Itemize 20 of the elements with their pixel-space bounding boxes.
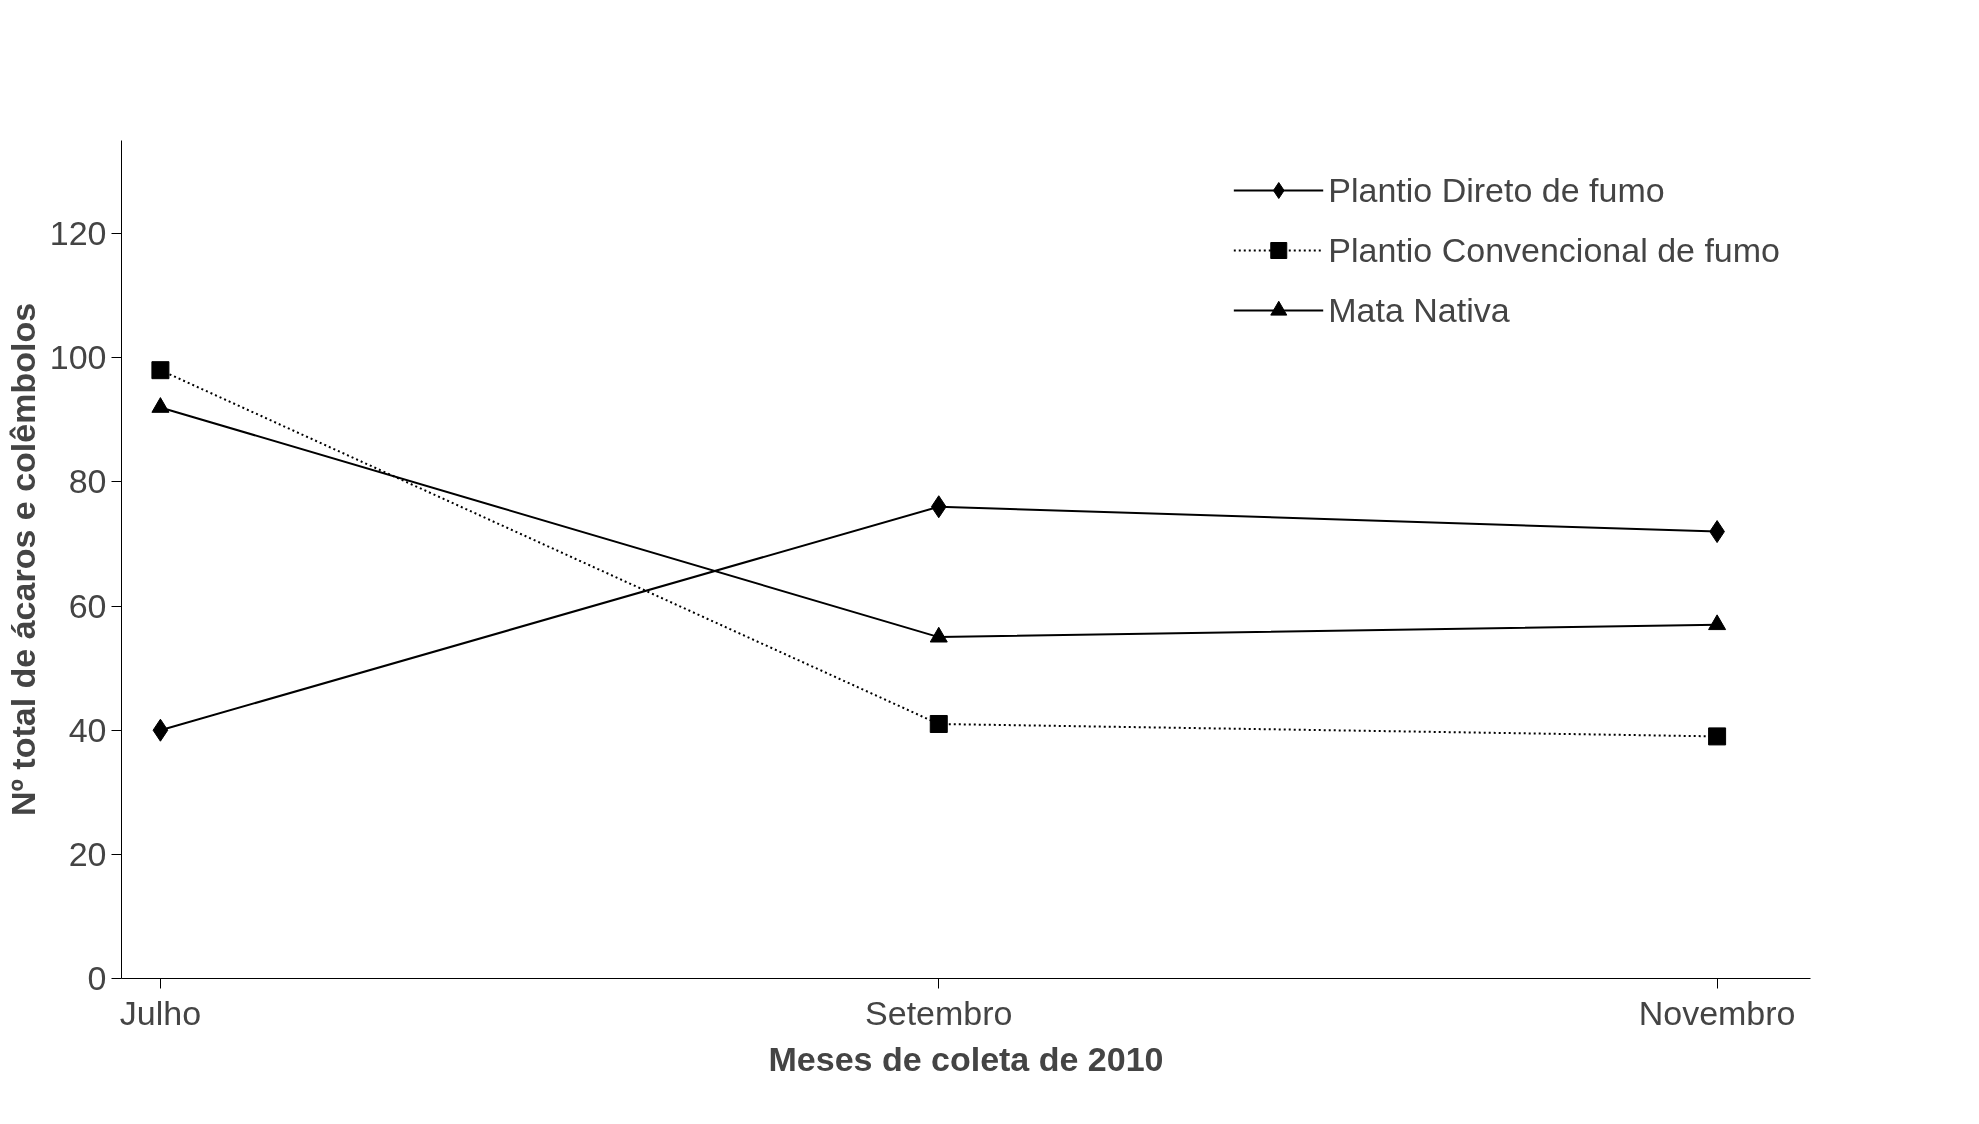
- point: [1708, 727, 1727, 746]
- x-tick-label: Setembro: [865, 993, 1013, 1032]
- point: [930, 495, 947, 519]
- point: [151, 361, 170, 380]
- y-tick-label: 0: [87, 959, 107, 997]
- legend-label: Mata Nativa: [1328, 290, 1510, 330]
- y-tick-label: 120: [49, 214, 107, 253]
- y-tick-label: 100: [49, 338, 107, 377]
- point: [152, 718, 169, 742]
- y-tick-label: 40: [68, 710, 107, 749]
- legend-label: Plantio Convencional de fumo: [1328, 230, 1780, 270]
- y-tick-label: 20: [68, 834, 107, 873]
- legend-label: Plantio Direto de fumo: [1328, 170, 1665, 210]
- y-tick-label: 60: [68, 586, 107, 625]
- x-tick-label: Julho: [119, 993, 202, 1032]
- y-tick-label: 80: [68, 462, 107, 501]
- y-axis-title: Nº total de ácaros e colêmbolos: [3, 302, 42, 817]
- point: [929, 715, 948, 733]
- x-tick-label: Novembro: [1638, 993, 1796, 1032]
- x-axis-title: Meses de coleta de 2010: [768, 1039, 1164, 1078]
